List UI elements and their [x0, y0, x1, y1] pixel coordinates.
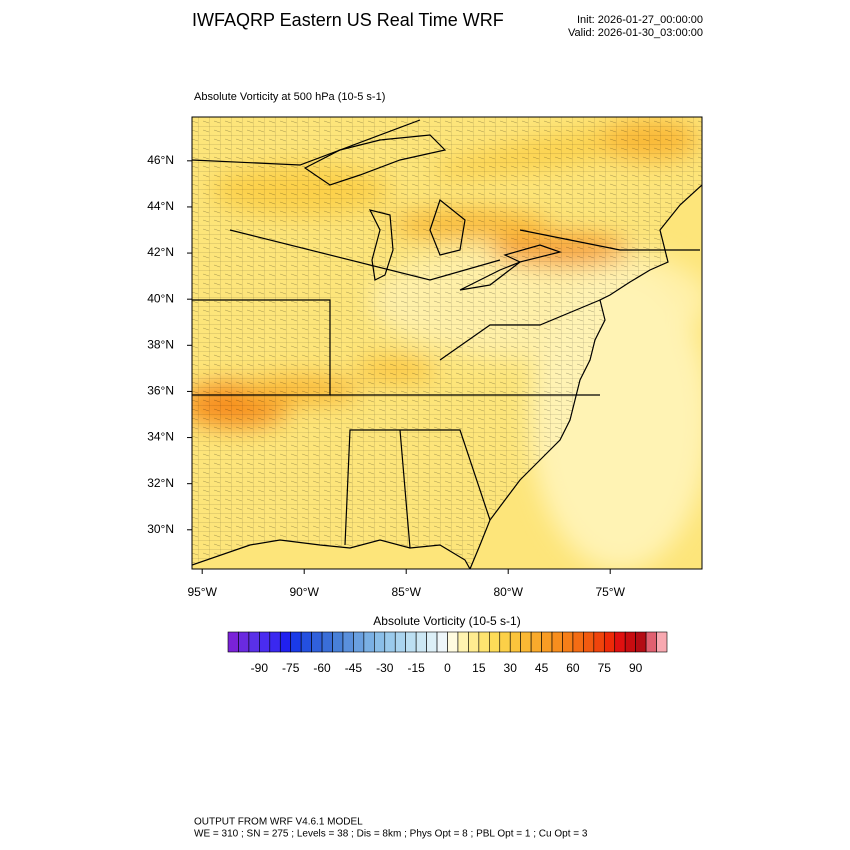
colorbar-box: [415, 631, 427, 653]
colorbar-box: [279, 631, 292, 653]
colorbar-box: [478, 631, 490, 653]
colorbar: -90 -75 -60 -45 -30 -15 0 15 30 45 60 75 90: [227, 631, 668, 675]
colorbar-box: [405, 631, 417, 653]
lat-tick-label: 38°N: [147, 337, 174, 351]
colorbar-box: [259, 631, 271, 653]
colorbar-box: [238, 631, 250, 653]
valid-time: Valid: 2026-01-30_03:00:00: [568, 27, 703, 39]
colorbar-box: [593, 631, 605, 653]
lon-tick-label: 85°W: [391, 585, 421, 599]
colorbar-box: [499, 631, 511, 653]
colorbar-box: [353, 631, 365, 653]
colorbar-box: [394, 631, 406, 653]
lat-tick-label: 34°N: [147, 430, 174, 444]
colorbar-box: [447, 631, 459, 653]
lat-tick-label: 46°N: [147, 153, 174, 167]
colorbar-box: [603, 631, 616, 653]
lat-tick-label: 44°N: [147, 199, 174, 213]
colorbar-box: [436, 631, 448, 653]
colorbar-box: [300, 631, 312, 653]
colorbar-tick-label: -75: [282, 661, 300, 675]
colorbar-box: [645, 631, 657, 653]
lat-tick-label: 36°N: [147, 384, 174, 398]
colorbar-tick-label: 90: [629, 661, 643, 675]
map-frame: [191, 116, 703, 570]
colorbar-box: [656, 631, 668, 653]
colorbar-box: [572, 631, 584, 653]
colorbar-title: Absolute Vorticity (10-5 s-1): [373, 614, 520, 628]
colorbar-box: [509, 631, 521, 653]
lat-tick-label: 40°N: [147, 291, 174, 305]
colorbar-tick-label: -45: [345, 661, 363, 675]
colorbar-tick-label: -90: [251, 661, 269, 675]
colorbar-box: [332, 631, 344, 653]
colorbar-box: [269, 631, 281, 653]
colorbar-tick-label: 45: [535, 661, 549, 675]
colorbar-box: [426, 631, 438, 653]
colorbar-box: [374, 631, 386, 653]
title: IWFAQRP Eastern US Real Time WRF: [192, 10, 504, 30]
colorbar-box: [614, 631, 626, 653]
colorbar-tick-label: 0: [444, 661, 451, 675]
colorbar-box: [583, 631, 595, 653]
colorbar-tick-label: 60: [566, 661, 580, 675]
colorbar-box: [384, 631, 396, 653]
map-subtitle: Absolute Vorticity at 500 hPa (10-5 s-1): [194, 91, 385, 103]
colorbar-box: [530, 631, 542, 653]
colorbar-tick-label: 15: [472, 661, 486, 675]
colorbar-box: [321, 631, 333, 653]
colorbar-box: [468, 631, 480, 653]
colorbar-box: [635, 631, 647, 653]
colorbar-box: [227, 631, 239, 653]
colorbar-box: [457, 631, 469, 653]
colorbar-box: [363, 631, 375, 653]
colorbar-tick-label: -15: [407, 661, 425, 675]
colorbar-box: [342, 631, 354, 653]
colorbar-box: [541, 631, 553, 653]
lon-tick-label: 95°W: [187, 585, 217, 599]
footer-line: WE = 310 ; SN = 275 ; Levels = 38 ; Dis …: [194, 829, 588, 840]
lon-tick-label: 80°W: [493, 585, 523, 599]
lat-tick-label: 32°N: [147, 476, 174, 490]
lon-tick-label: 90°W: [289, 585, 319, 599]
map-field: [192, 117, 702, 569]
colorbar-box: [562, 631, 574, 653]
colorbar-box: [520, 631, 532, 653]
colorbar-tick-label: -30: [376, 661, 394, 675]
colorbar-box: [311, 631, 323, 653]
colorbar-box: [624, 631, 636, 653]
colorbar-box: [248, 631, 260, 653]
colorbar-box: [551, 631, 563, 653]
colorbar-tick-label: -60: [313, 661, 331, 675]
lon-tick-label: 75°W: [595, 585, 625, 599]
lat-tick-label: 30°N: [147, 522, 174, 536]
footer-line: OUTPUT FROM WRF V4.6.1 MODEL: [194, 817, 363, 828]
colorbar-tick-label: 75: [598, 661, 612, 675]
colorbar-box: [489, 631, 501, 653]
lat-tick-label: 42°N: [147, 245, 174, 259]
init-time: Init: 2026-01-27_00:00:00: [577, 14, 703, 26]
colorbar-tick-label: 30: [504, 661, 518, 675]
colorbar-box: [290, 631, 302, 653]
